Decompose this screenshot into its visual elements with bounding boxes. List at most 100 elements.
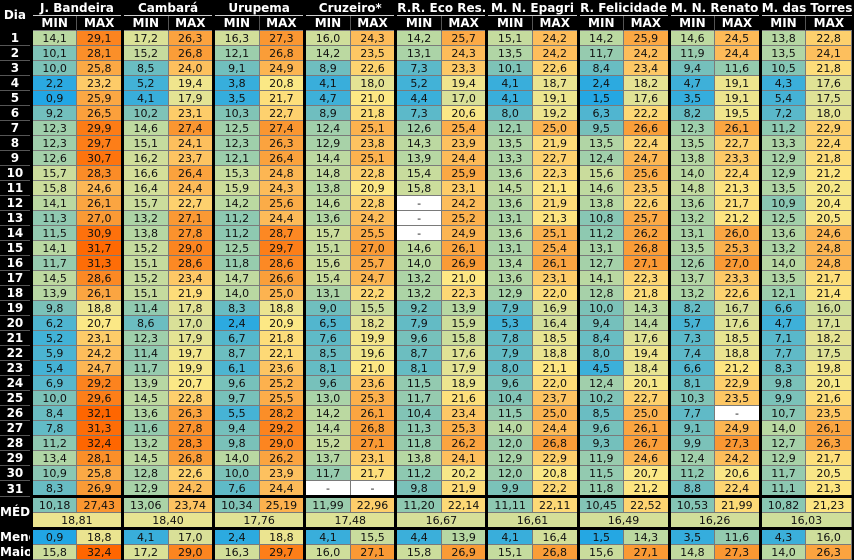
max-cell: 17,6	[805, 75, 852, 91]
min-cell: 12,3	[120, 330, 169, 346]
max-cell: 17,6	[623, 90, 670, 106]
max-cell: 21,2	[805, 165, 852, 181]
max-cell: 22,7	[258, 105, 306, 121]
max-cell: 20,2	[440, 465, 488, 481]
min-cell: 8,6	[120, 315, 169, 331]
max-cell: 31,3	[76, 255, 123, 271]
max-cell: 21,6	[440, 390, 488, 406]
max-cell: 25,8	[76, 465, 123, 481]
min-cell: 10,0	[29, 390, 78, 406]
min-cell: 13,8	[120, 225, 169, 241]
min-cell: 6,2	[29, 315, 78, 331]
table-row: 11 15,8 24,6 16,4 24,4 15,9 24,3 13,8 20,9 15,8 23…	[0, 180, 852, 196]
max-cell: 23,5	[349, 45, 397, 61]
min-cell: 13,6	[667, 195, 716, 211]
min-cell: 14,0	[394, 255, 442, 271]
min-cell: 12,4	[576, 375, 625, 391]
max-cell: 21,7	[714, 195, 761, 211]
min-cell: 12,3	[29, 135, 78, 151]
min-cell: 11,2	[212, 210, 260, 226]
max-cell: 25,1	[531, 225, 579, 241]
min-cell: 5,5	[212, 405, 260, 421]
min-cell: 2,4	[212, 315, 260, 331]
table-row: 30 10,9 25,8 12,8 22,6 10,0 23,9 11,7 21,7 11,2 20…	[0, 465, 852, 481]
min-cell: 13,6	[120, 405, 169, 421]
min-cell: 13,8	[667, 150, 716, 166]
min-cell: 10,45	[576, 495, 625, 513]
min-header: MIN	[303, 15, 351, 31]
media-overall-cell: 16,61	[485, 512, 579, 529]
max-cell: 27,8	[167, 225, 215, 241]
max-cell: 20,7	[76, 315, 123, 331]
max-cell: 21,2	[714, 210, 761, 226]
max-cell: 22,8	[805, 30, 852, 46]
max-cell: 21,6	[805, 390, 852, 406]
min-cell: 11,8	[576, 480, 625, 497]
min-cell: 14,2	[576, 30, 625, 46]
max-cell: 23,1	[440, 180, 488, 196]
max-cell: 24,3	[258, 180, 306, 196]
day-label: 28	[0, 435, 32, 451]
min-cell: 2,2	[29, 75, 78, 91]
media-overall-cell: 17,76	[212, 512, 306, 529]
max-cell: 15,5	[349, 527, 397, 545]
max-cell: 25,5	[349, 225, 397, 241]
min-cell: 0,9	[29, 90, 78, 106]
min-cell: 14,5	[485, 180, 533, 196]
max-cell: 25,7	[623, 210, 670, 226]
min-cell: 13,9	[394, 150, 442, 166]
min-cell: 4,1	[485, 90, 533, 106]
min-cell: 4,5	[576, 360, 625, 376]
min-cell: 5,4	[29, 360, 78, 376]
max-cell: 29,6	[76, 390, 123, 406]
max-cell: 26,1	[76, 195, 123, 211]
max-cell: 28,7	[258, 225, 306, 241]
max-cell: -	[714, 405, 761, 421]
min-cell: 11,7	[758, 465, 807, 481]
min-cell: 12,4	[303, 120, 351, 136]
max-cell: 23,9	[440, 135, 488, 151]
min-cell: 11,3	[394, 420, 442, 436]
max-cell: 26,2	[440, 435, 488, 451]
min-cell: 12,3	[29, 120, 78, 136]
min-cell: 3,5	[667, 527, 716, 545]
max-cell: 16,7	[714, 300, 761, 316]
max-cell: 25,4	[531, 240, 579, 256]
maior-label: Maior	[0, 544, 32, 560]
min-cell: 9,8	[758, 375, 807, 391]
min-cell: 7,8	[485, 330, 533, 346]
max-cell: 24,2	[349, 210, 397, 226]
min-cell: 8,1	[303, 360, 351, 376]
max-cell: 25,1	[349, 120, 397, 136]
min-cell: 13,5	[758, 180, 807, 196]
max-cell: 30,7	[76, 150, 123, 166]
max-cell: 19,9	[167, 360, 215, 376]
max-cell: 24,3	[349, 30, 397, 46]
min-cell: 12,1	[758, 285, 807, 301]
max-cell: 31,7	[76, 240, 123, 256]
max-cell: 17,9	[167, 90, 215, 106]
min-cell: 13,1	[394, 45, 442, 61]
min-cell: 11,8	[394, 435, 442, 451]
min-cell: 3,5	[667, 90, 716, 106]
max-cell: 22,4	[805, 135, 852, 151]
min-cell: 13,5	[667, 135, 716, 151]
max-cell: 18,2	[623, 75, 670, 91]
max-cell: 17,1	[805, 315, 852, 331]
max-cell: 19,5	[714, 105, 761, 121]
min-cell: 12,7	[576, 255, 625, 271]
min-cell: 6,5	[303, 315, 351, 331]
day-label: 26	[0, 405, 32, 421]
min-cell: 12,0	[485, 465, 533, 481]
media-overall-cell: 18,81	[29, 512, 123, 529]
max-cell: 24,7	[349, 270, 397, 286]
min-cell: 8,7	[394, 345, 442, 361]
max-cell: 21,7	[349, 465, 397, 481]
min-cell: 12,0	[485, 435, 533, 451]
day-label: 2	[0, 45, 32, 61]
min-cell: 11,2	[212, 225, 260, 241]
min-cell: 4,3	[758, 527, 807, 545]
min-header: MIN	[667, 15, 715, 31]
max-header: MAX	[440, 15, 487, 31]
